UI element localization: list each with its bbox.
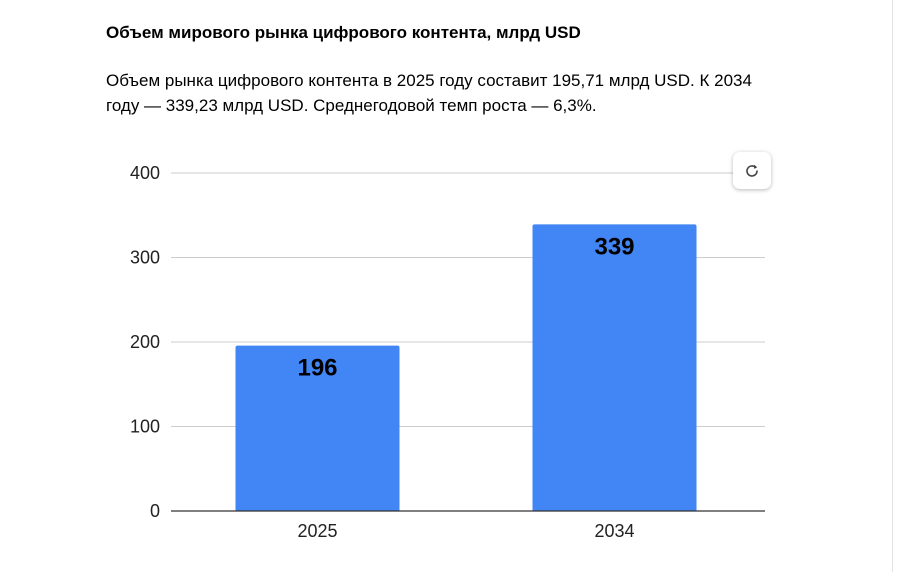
- chart-description: Объем рынка цифрового контента в 2025 го…: [106, 71, 752, 115]
- y-tick-label: 400: [130, 163, 160, 183]
- x-tick-label-2034: 2034: [594, 521, 634, 541]
- data-label-2034: 339: [594, 233, 634, 260]
- chart-title: Объем мирового рынка цифрового контента,…: [106, 23, 581, 42]
- bar-2025[interactable]: [235, 345, 400, 511]
- bar-2034[interactable]: [532, 224, 697, 511]
- refresh-button[interactable]: [733, 152, 771, 189]
- y-tick-label: 0: [150, 501, 160, 521]
- x-tick-label-2025: 2025: [297, 521, 337, 541]
- y-tick-label: 100: [130, 417, 160, 437]
- refresh-icon: [746, 164, 758, 177]
- y-tick-label: 300: [130, 248, 160, 268]
- y-tick-label: 200: [130, 332, 160, 352]
- data-label-2025: 196: [297, 355, 337, 382]
- panel-divider: [892, 0, 893, 572]
